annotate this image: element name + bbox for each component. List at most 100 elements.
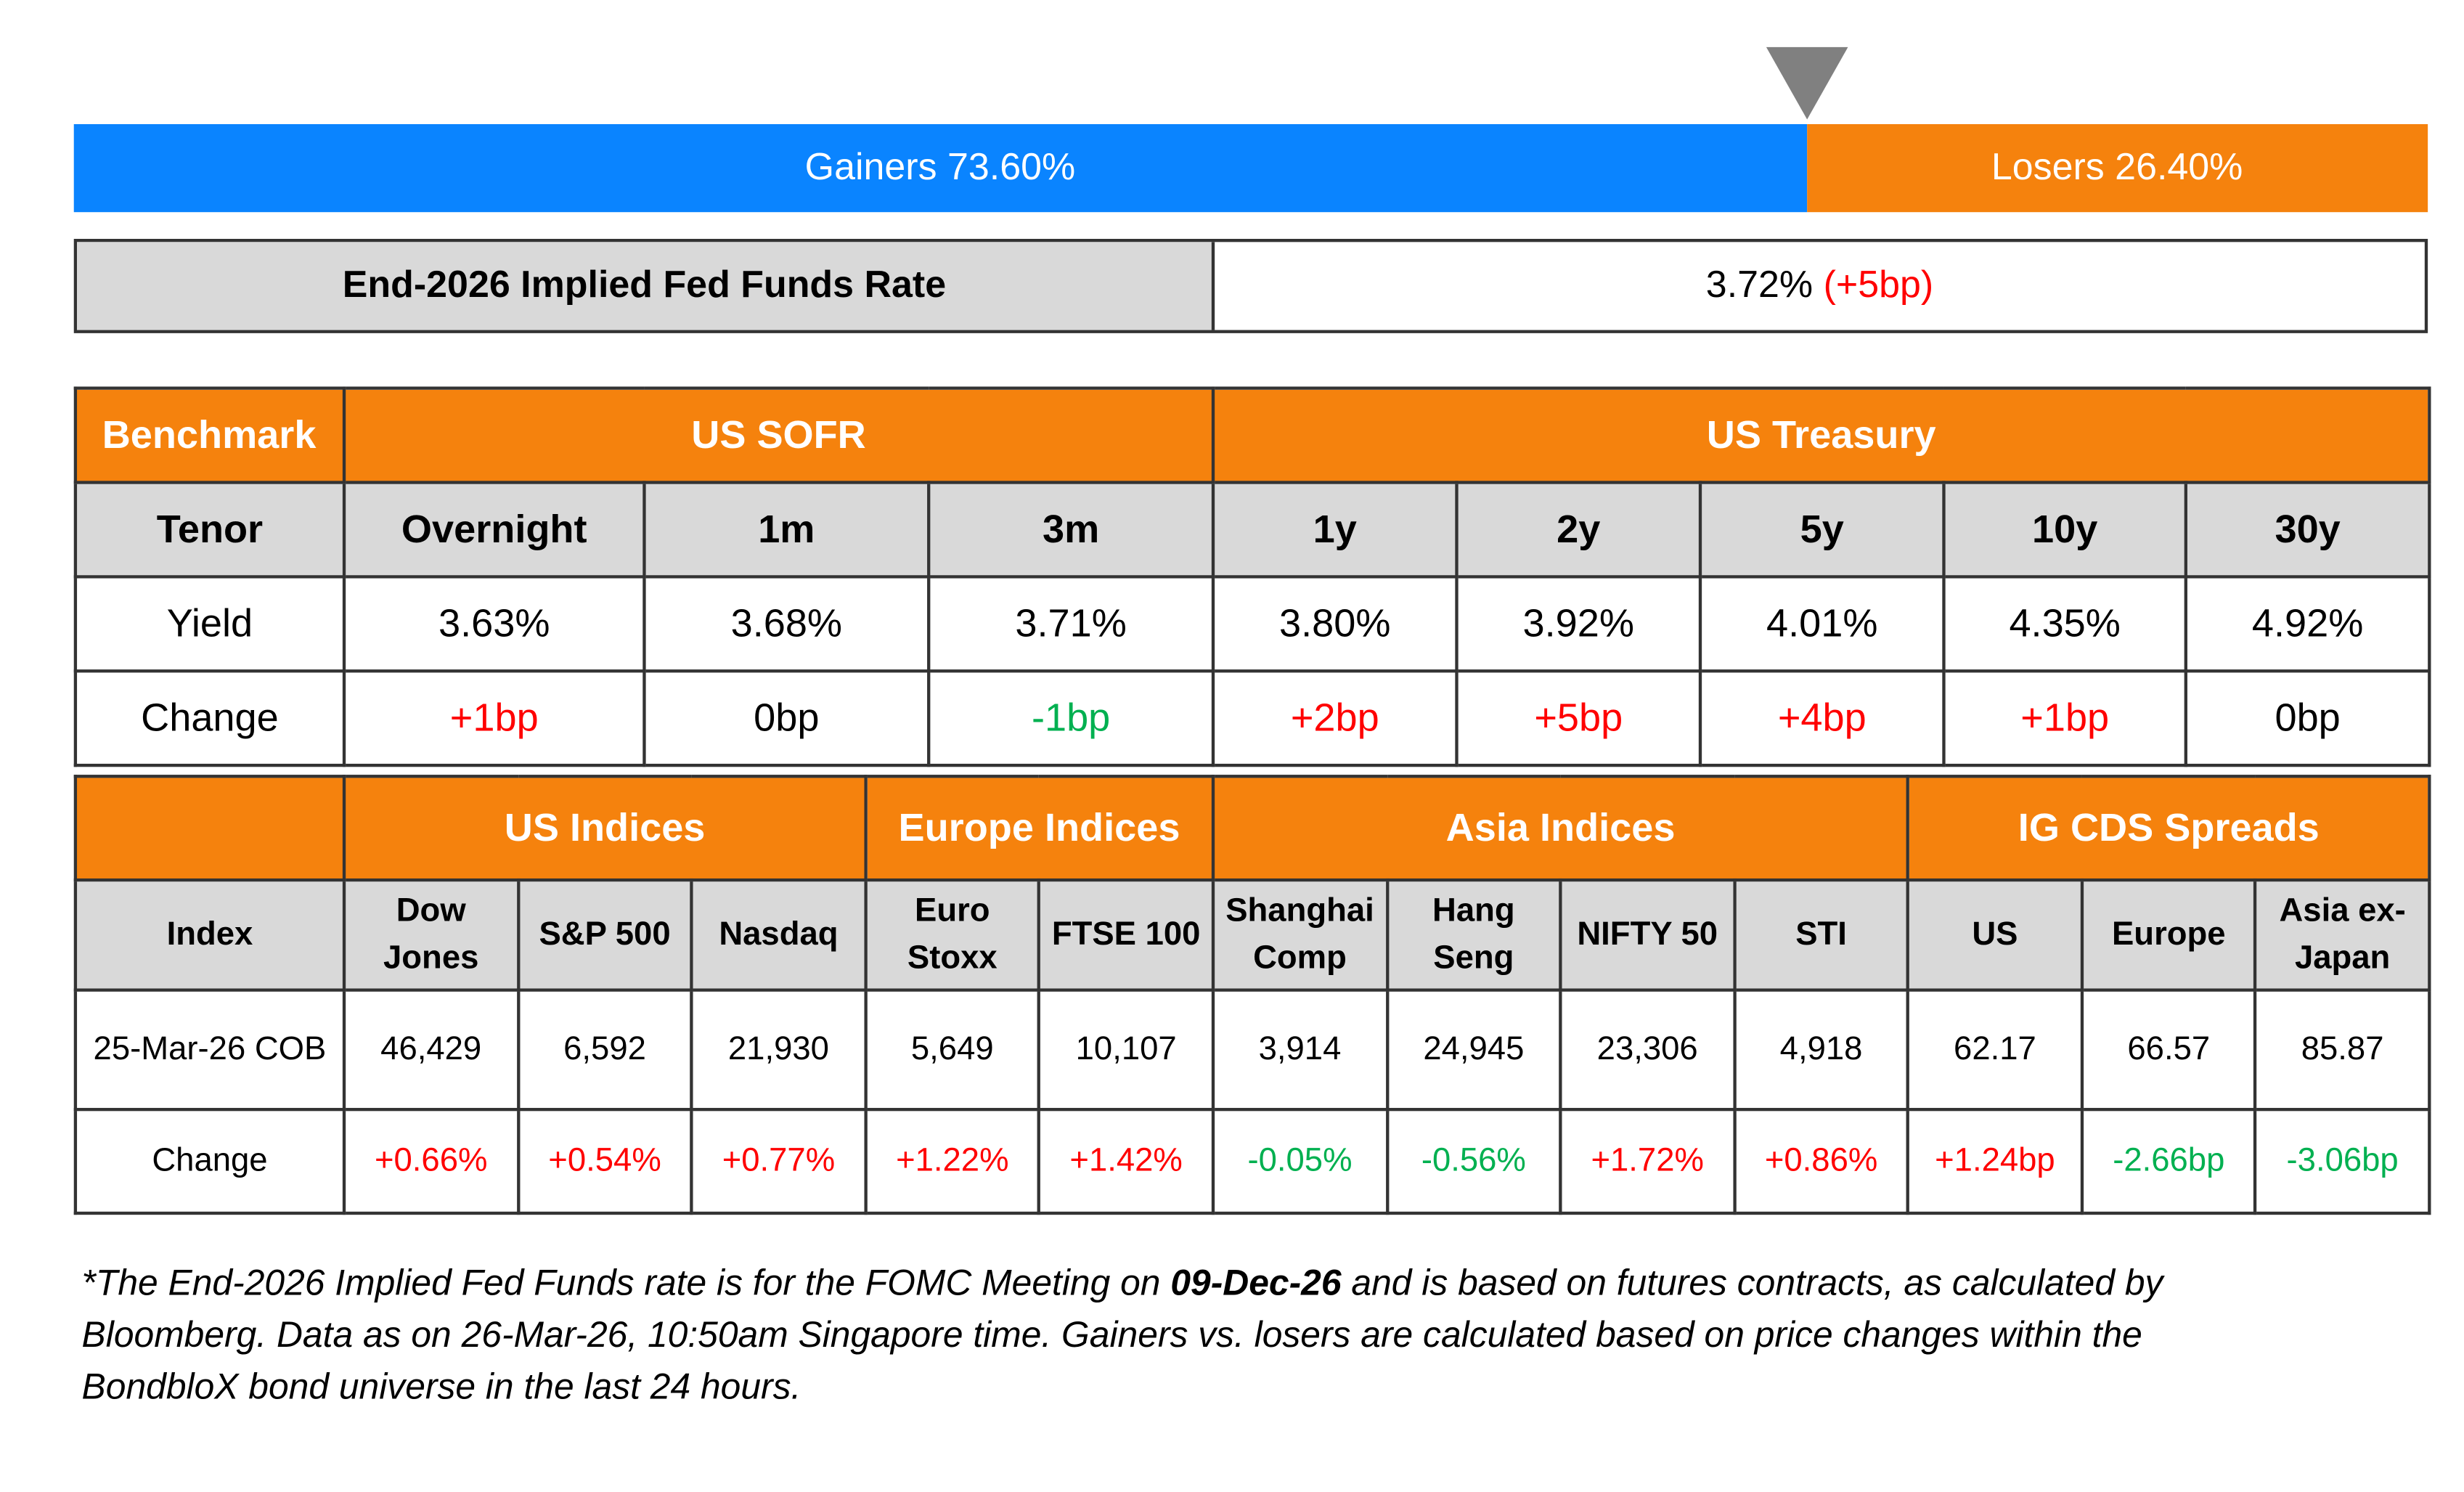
name-line: Asia ex- (2279, 892, 2406, 929)
name-line: Seng (1433, 939, 1514, 977)
change: +4bp (1698, 669, 1946, 767)
gauge-marker (1765, 46, 1848, 120)
index-level: 6,592 (516, 988, 693, 1112)
footnote: *The End-2026 Implied Fed Funds rate is … (82, 1257, 2163, 1413)
tenor-row: Tenor Overnight 1m 3m 1y 2y 5y 10y 30y (73, 481, 2431, 579)
yield: 3.63% (342, 575, 646, 673)
index-name: S&P 500 (516, 878, 693, 992)
name-line: FTSE 100 (1051, 916, 1201, 953)
index-name: Euro Stoxx (863, 878, 1041, 992)
tenor: 3m (927, 481, 1215, 579)
yield: 4.92% (2184, 575, 2431, 673)
indices-table: US Indices Europe Indices Asia Indices IG C… (73, 775, 2431, 1215)
name-line: Dow (396, 892, 466, 929)
tenor: 1m (642, 481, 931, 579)
index-change: +1.24bp (1906, 1107, 2084, 1215)
index-name: US (1906, 878, 2084, 992)
name-line: Shanghai (1225, 892, 1374, 929)
gainers-label: Gainers 73.60% (804, 146, 1076, 189)
fed-value: 3.72% (+5bp) (1215, 242, 2425, 330)
tenor: 2y (1455, 481, 1702, 579)
index-name: FTSE 100 (1037, 878, 1215, 992)
footnote-text: *The End-2026 Implied Fed Funds rate is … (81, 1262, 1171, 1303)
group-header: Asia Indices (1211, 775, 1910, 882)
index-name: Dow Jones (342, 878, 520, 992)
footnote-text: BondbloX bond universe in the last 24 ho… (81, 1365, 801, 1407)
change: +5bp (1455, 669, 1702, 767)
index-level: 46,429 (342, 988, 520, 1112)
change: 0bp (2184, 669, 2431, 767)
header-cell: US Treasury (1211, 386, 2431, 484)
yield: 3.92% (1455, 575, 1702, 673)
change: -1bp (927, 669, 1215, 767)
footnote-text: 09-Dec-26 (1170, 1262, 1342, 1303)
change: +1bp (342, 669, 646, 767)
row-label: Change (73, 1107, 346, 1215)
index-change: -3.06bp (2253, 1107, 2431, 1215)
index-change: +1.72% (1559, 1107, 1737, 1215)
yield-row: Yield 3.63% 3.68% 3.71% 3.80% 3.92% 4.01% 4.35%… (73, 575, 2431, 673)
index-change: -2.66bp (2080, 1107, 2258, 1215)
losers-bar: Losers 26.40% (1806, 123, 2428, 213)
index-level: 62.17 (1906, 988, 2084, 1112)
index-level: 66.57 (2080, 988, 2258, 1112)
fed-change: (+5bp) (1823, 264, 1934, 307)
name-line: Europe (2111, 916, 2226, 953)
yield: 3.68% (642, 575, 931, 673)
name-line: NIFTY 50 (1577, 916, 1718, 953)
name-line: Comp (1253, 939, 1347, 977)
index-level: 5,649 (863, 988, 1041, 1112)
gainers-losers-bar: Gainers 73.60% Losers 26.40% (73, 123, 2428, 213)
name-line: US (1972, 916, 2018, 953)
fed-rate: 3.72% (1705, 264, 1814, 307)
group-row: US Indices Europe Indices Asia Indices IG C… (73, 775, 2431, 882)
index-name: Hang Seng (1385, 878, 1562, 992)
name-line: Hang (1432, 892, 1515, 929)
index-change: +0.86% (1732, 1107, 1910, 1215)
row-label: Index (73, 878, 346, 992)
empty-header (73, 775, 346, 882)
index-change: -0.05% (1211, 1107, 1389, 1215)
index-change: +0.66% (342, 1107, 520, 1215)
gainers-bar: Gainers 73.60% (73, 123, 1807, 213)
fed-label: End-2026 Implied Fed Funds Rate (77, 242, 1215, 330)
change-row: Change +1bp 0bp -1bp +2bp +5bp +4bp +1bp 0bp (73, 669, 2431, 767)
group-header: Europe Indices (863, 775, 1215, 882)
index-change: +0.77% (690, 1107, 868, 1215)
header-cell: US SOFR (342, 386, 1215, 484)
index-name: Europe (2080, 878, 2258, 992)
group-header: IG CDS Spreads (1906, 775, 2431, 882)
name-line: Jones (383, 939, 479, 977)
index-name: Asia ex- Japan (2253, 878, 2431, 992)
footnote-line: *The End-2026 Implied Fed Funds rate is … (82, 1257, 2163, 1309)
footnote-line: Bloomberg. Data as on 26-Mar-26, 10:50am… (82, 1309, 2163, 1361)
yield: 3.80% (1211, 575, 1459, 673)
name-line: S&P 500 (539, 916, 671, 953)
tenor: 30y (2184, 481, 2431, 579)
index-name: STI (1732, 878, 1910, 992)
name-line: Euro (915, 892, 990, 929)
change: 0bp (642, 669, 931, 767)
change: +2bp (1211, 669, 1459, 767)
name-row: Index Dow Jones S&P 500 Nasdaq Euro Stoxx FTSE … (73, 878, 2431, 992)
losers-label: Losers 26.40% (1991, 146, 2243, 189)
row-label: Tenor (73, 481, 346, 579)
index-change: +1.22% (863, 1107, 1041, 1215)
name-line: Stoxx (907, 939, 998, 977)
level-row: 25-Mar-26 COB 46,429 6,592 21,930 5,649 10,10… (73, 988, 2431, 1112)
row-label: Yield (73, 575, 346, 673)
footnote-text: and is based on futures contracts, as ca… (1341, 1262, 2163, 1303)
group-header: US Indices (342, 775, 868, 882)
index-level: 85.87 (2253, 988, 2431, 1112)
index-change: -0.56% (1385, 1107, 1562, 1215)
tenor: Overnight (342, 481, 646, 579)
row-label: Change (73, 669, 346, 767)
tenor: 1y (1211, 481, 1459, 579)
header-row: Benchmark US SOFR US Treasury (73, 386, 2431, 484)
change-row: Change +0.66% +0.54% +0.77% +1.22% +1.42% -0.0… (73, 1107, 2431, 1215)
fed-funds-row: End-2026 Implied Fed Funds Rate 3.72% (+… (73, 239, 2428, 333)
yield: 4.35% (1942, 575, 2188, 673)
header-cell: Benchmark (73, 386, 346, 484)
